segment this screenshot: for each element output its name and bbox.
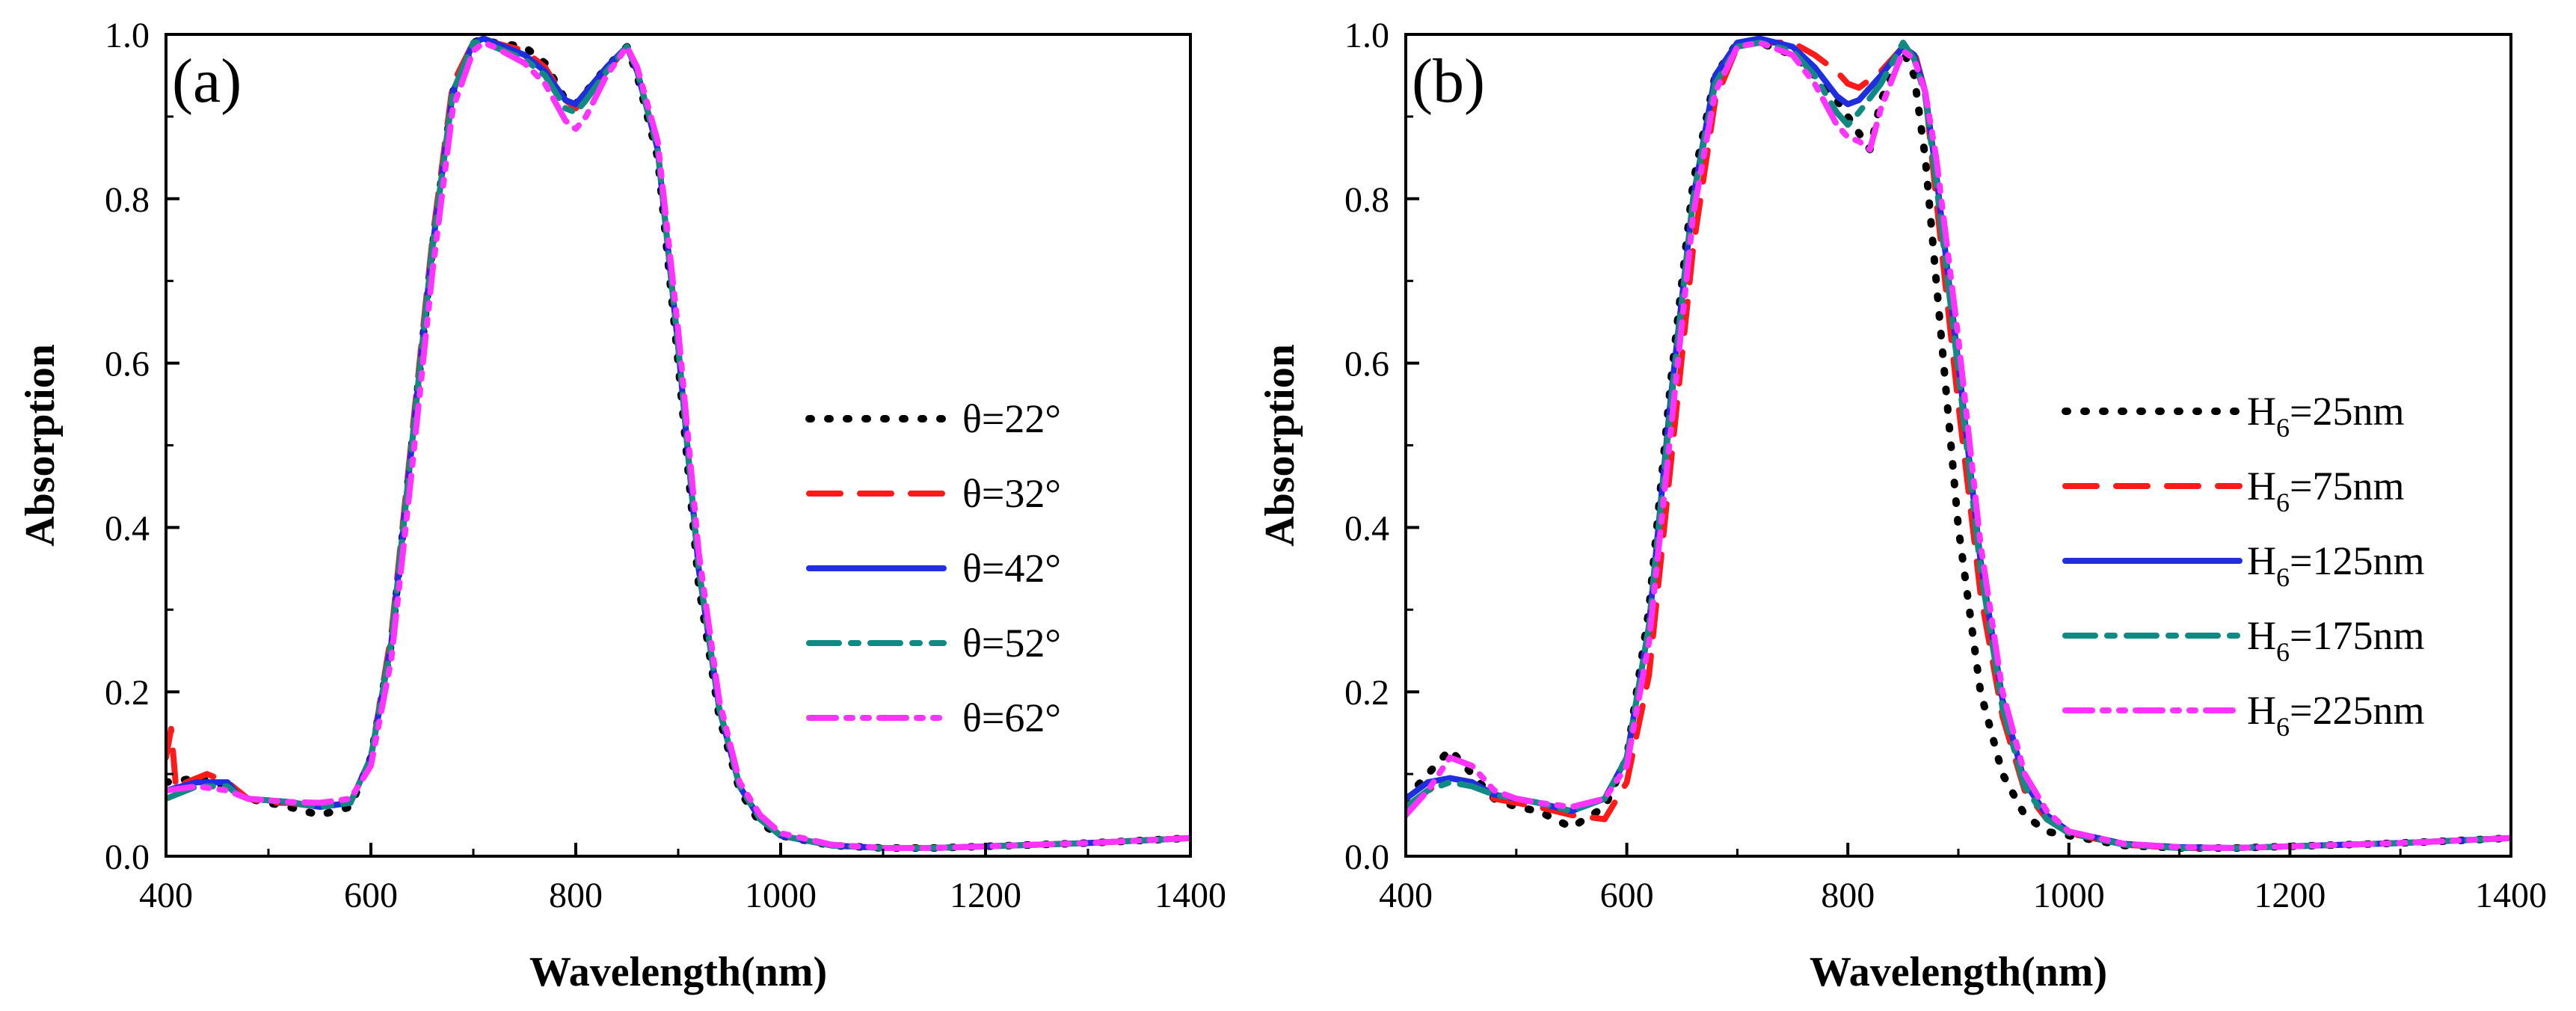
y-tick-label: 0.4 xyxy=(105,508,150,548)
y-tick-label: 1.0 xyxy=(1344,16,1389,55)
y-tick-label: 0.4 xyxy=(1344,508,1389,548)
panel-label: (b) xyxy=(1412,46,1485,116)
series-group xyxy=(1406,35,2511,852)
legend-label: H6=225nm xyxy=(2247,688,2424,742)
y-tick-label: 0.6 xyxy=(105,345,150,384)
legend-label: θ=62° xyxy=(962,695,1061,740)
panel-label: (a) xyxy=(172,46,242,116)
legend-label: H6=175nm xyxy=(2247,613,2424,667)
x-tick-label: 800 xyxy=(549,876,603,915)
y-tick-label: 1.0 xyxy=(105,16,150,55)
panel-a: 400 600 800 1000 1200 1400 0.0 0.2 0.4 0.6 0.8 1.0 W… xyxy=(17,16,1226,995)
x-tick-label: 600 xyxy=(344,876,398,915)
legend-label: H6=75nm xyxy=(2247,464,2404,517)
series-line-5 xyxy=(166,40,1190,851)
legend-label: H6=125nm xyxy=(2247,538,2424,592)
y-axis-title: Absorption xyxy=(17,344,64,547)
x-tick-label: 1200 xyxy=(2254,876,2326,915)
panel-b: 400 600 800 1000 1200 1400 0.0 0.2 0.4 0.6 0.8 1.0 W… xyxy=(1257,16,2547,995)
y-tick-label: 0.0 xyxy=(1344,838,1389,877)
y-tick-label: 0.6 xyxy=(1344,345,1389,384)
series-line-1 xyxy=(1406,39,2511,852)
y-tick-label: 0.2 xyxy=(105,673,150,713)
series-line-5 xyxy=(1406,40,2511,851)
series-group xyxy=(166,34,1190,852)
legend-label: θ=52° xyxy=(962,621,1061,666)
y-axis-title: Absorption xyxy=(1257,344,1303,547)
legend: θ=22° θ=32° θ=42° θ=52° θ=62° xyxy=(805,396,1061,740)
x-axis-title: Wavelength(nm) xyxy=(529,949,827,995)
x-tick-label: 400 xyxy=(139,876,193,915)
x-tick-label: 400 xyxy=(1379,876,1433,915)
x-tick-label: 1400 xyxy=(2475,876,2547,915)
x-tick-label: 1000 xyxy=(745,876,817,915)
legend-label: θ=42° xyxy=(962,546,1061,591)
legend-label: H6=25nm xyxy=(2247,389,2404,443)
y-tick-label: 0.8 xyxy=(105,180,150,220)
y-tick-label: 0.8 xyxy=(1344,180,1389,220)
x-tick-label: 1400 xyxy=(1155,876,1226,915)
x-axis-title: Wavelength(nm) xyxy=(1810,949,2107,995)
axes-frame xyxy=(1404,33,2512,858)
x-tick-label: 800 xyxy=(1821,876,1875,915)
y-tick-label: 0.2 xyxy=(1344,673,1389,713)
legend-label: θ=32° xyxy=(962,471,1061,516)
x-tick-label: 1200 xyxy=(950,876,1021,915)
series-line-2 xyxy=(1406,40,2511,851)
x-tick-label: 600 xyxy=(1600,876,1654,915)
y-tick-label: 0.0 xyxy=(105,838,150,877)
x-tick-label: 1000 xyxy=(2033,876,2105,915)
legend-label: θ=22° xyxy=(962,396,1061,441)
legend: H6=25nm H6=75nm H6=125nm H6=175nm H6=225nm xyxy=(2062,389,2424,742)
